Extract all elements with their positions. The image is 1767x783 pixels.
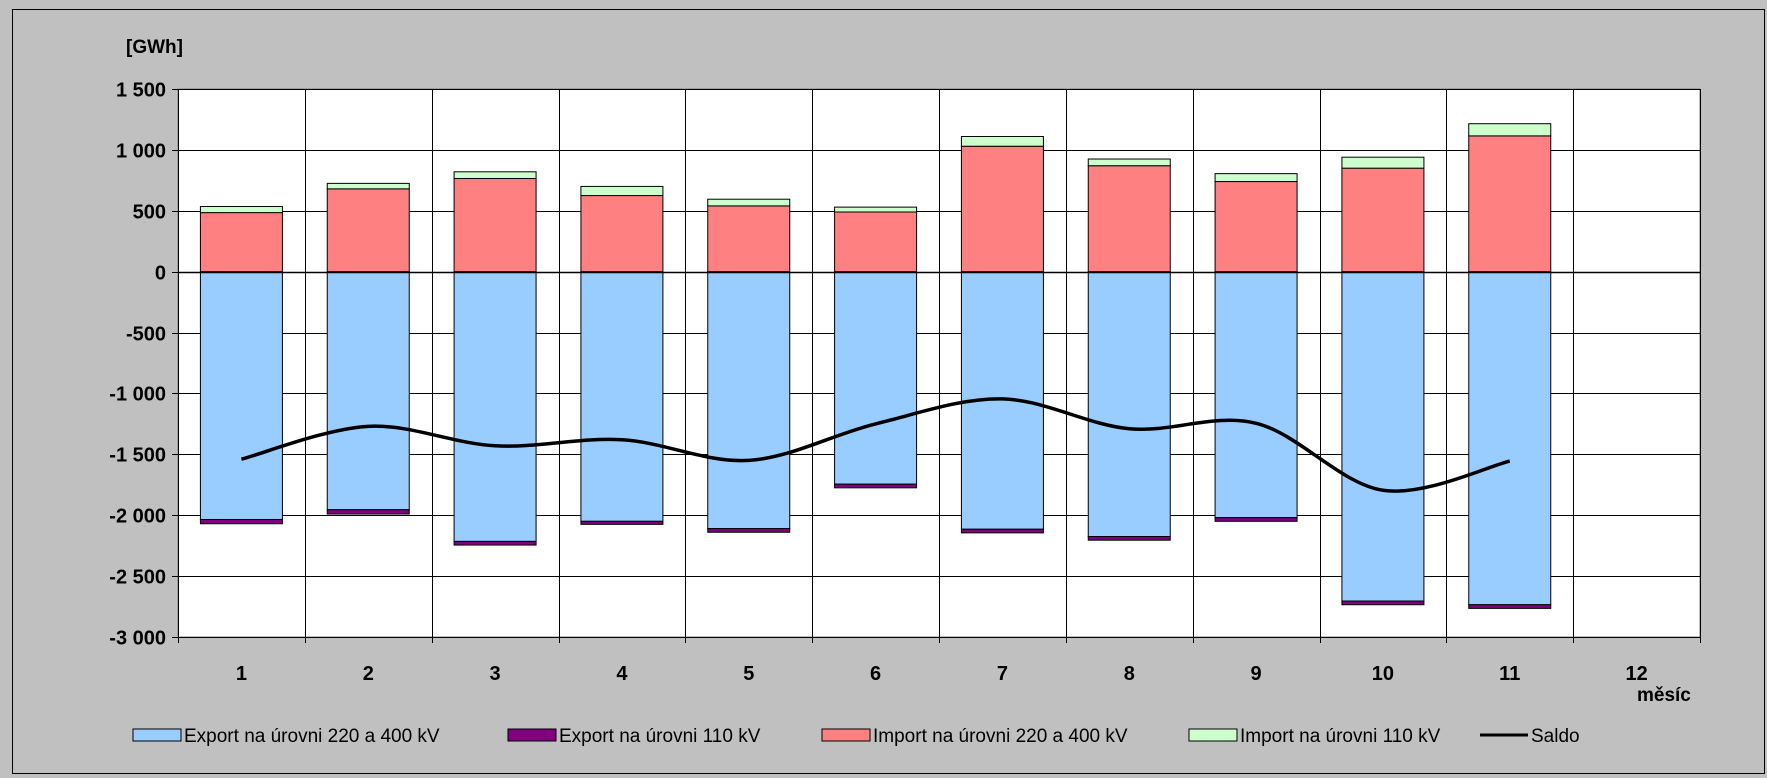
legend-swatch-export-na-rovni-110-kv [508, 729, 556, 741]
bar-export-na-rovni-110-kv-1 [200, 519, 282, 523]
bar-export-na-rovni-220-a-400-kv-8 [1088, 272, 1170, 537]
bar-import-na-rovni-110-kv-3 [454, 172, 536, 179]
y-tick-label: 0 [155, 263, 166, 285]
x-tick-label: 6 [870, 663, 881, 685]
x-tick-label: 3 [490, 663, 501, 685]
bar-export-na-rovni-110-kv-8 [1088, 537, 1170, 541]
bar-import-na-rovni-220-a-400-kv-1 [200, 213, 282, 272]
y-tick-label: 1 000 [116, 141, 166, 163]
bar-import-na-rovni-220-a-400-kv-4 [581, 196, 663, 272]
legend-label-import-na-rovni-220-a-400-kv: Import na úrovni 220 a 400 kV [873, 726, 1128, 747]
y-tick-label: 500 [133, 202, 166, 224]
bar-import-na-rovni-110-kv-9 [1215, 174, 1297, 182]
x-tick-label: 1 [236, 663, 247, 685]
bar-import-na-rovni-220-a-400-kv-8 [1088, 166, 1170, 272]
bar-import-na-rovni-110-kv-11 [1469, 124, 1551, 136]
bar-export-na-rovni-220-a-400-kv-5 [708, 272, 790, 529]
x-tick-label: 7 [997, 663, 1008, 685]
legend-label-export-na-rovni-220-a-400-kv: Export na úrovni 220 a 400 kV [184, 726, 440, 747]
bar-export-na-rovni-110-kv-9 [1215, 518, 1297, 522]
bar-export-na-rovni-220-a-400-kv-4 [581, 272, 663, 522]
y-tick-label: -500 [126, 324, 166, 346]
bar-export-na-rovni-220-a-400-kv-11 [1469, 272, 1551, 605]
bar-import-na-rovni-220-a-400-kv-3 [454, 179, 536, 272]
legend-swatch-export-na-rovni-220-a-400-kv [133, 729, 181, 741]
bar-import-na-rovni-110-kv-7 [961, 136, 1043, 146]
bar-import-na-rovni-110-kv-10 [1342, 157, 1424, 168]
bar-import-na-rovni-110-kv-5 [708, 199, 790, 206]
legend-label-saldo: Saldo [1531, 726, 1580, 747]
bar-export-na-rovni-110-kv-5 [708, 529, 790, 533]
bar-import-na-rovni-220-a-400-kv-7 [961, 146, 1043, 271]
x-tick-label: 4 [616, 663, 628, 685]
bar-export-na-rovni-220-a-400-kv-9 [1215, 272, 1297, 518]
bar-export-na-rovni-110-kv-6 [835, 484, 917, 488]
y-tick-label: -1 500 [109, 445, 166, 467]
x-tick-label: 10 [1372, 663, 1394, 685]
bar-import-na-rovni-220-a-400-kv-5 [708, 206, 790, 272]
x-axis: měsíc [1637, 685, 1691, 706]
x-tick-label: 5 [743, 663, 754, 685]
bar-export-na-rovni-220-a-400-kv-1 [200, 272, 282, 520]
legend-swatch-import-na-rovni-110-kv [1189, 729, 1237, 741]
x-tick-label: 2 [363, 663, 374, 685]
bar-export-na-rovni-220-a-400-kv-6 [835, 272, 917, 485]
bar-export-na-rovni-110-kv-2 [327, 510, 409, 514]
legend-swatch-import-na-rovni-220-a-400-kv [822, 729, 870, 741]
bar-export-na-rovni-110-kv-7 [961, 529, 1043, 533]
x-tick-label: 12 [1625, 663, 1647, 685]
bar-export-na-rovni-220-a-400-kv-10 [1342, 272, 1424, 601]
bar-import-na-rovni-110-kv-1 [200, 207, 282, 213]
bar-import-na-rovni-110-kv-6 [835, 207, 917, 212]
x-tick-label: 9 [1251, 663, 1262, 685]
legend-label-import-na-rovni-110-kv: Import na úrovni 110 kV [1240, 726, 1441, 747]
y-tick-label: 1 500 [116, 80, 166, 102]
y-axis-unit-label: [GWh] [126, 37, 183, 58]
bar-import-na-rovni-220-a-400-kv-2 [327, 189, 409, 272]
bar-import-na-rovni-220-a-400-kv-11 [1469, 136, 1551, 272]
bar-import-na-rovni-110-kv-8 [1088, 159, 1170, 166]
plot-area: 1 500 1 000 500 0 -500 -1 000 -1 500 -2 000 -2 5… [109, 80, 1700, 686]
x-tick-label: 11 [1499, 663, 1520, 685]
bar-import-na-rovni-110-kv-4 [581, 186, 663, 195]
y-tick-label: -2 000 [109, 506, 166, 528]
bar-export-na-rovni-220-a-400-kv-2 [327, 272, 409, 510]
legend-label-export-na-rovni-110-kv: Export na úrovni 110 kV [559, 726, 761, 747]
bar-export-na-rovni-220-a-400-kv-3 [454, 272, 536, 542]
bar-import-na-rovni-220-a-400-kv-9 [1215, 182, 1297, 272]
y-axis: [GWh] [126, 37, 183, 58]
x-tick-label: 8 [1124, 663, 1135, 685]
bar-import-na-rovni-220-a-400-kv-6 [835, 212, 917, 272]
bar-export-na-rovni-110-kv-11 [1469, 605, 1551, 609]
bar-import-na-rovni-220-a-400-kv-10 [1342, 168, 1424, 272]
bar-import-na-rovni-110-kv-2 [327, 183, 409, 188]
bar-export-na-rovni-110-kv-4 [581, 521, 663, 524]
y-tick-label: -3 000 [109, 628, 166, 650]
y-tick-label: -2 500 [109, 567, 166, 589]
x-axis-label: měsíc [1637, 685, 1691, 706]
bar-export-na-rovni-110-kv-3 [454, 541, 536, 545]
bar-export-na-rovni-110-kv-10 [1342, 601, 1424, 605]
y-tick-label: -1 000 [109, 384, 166, 406]
